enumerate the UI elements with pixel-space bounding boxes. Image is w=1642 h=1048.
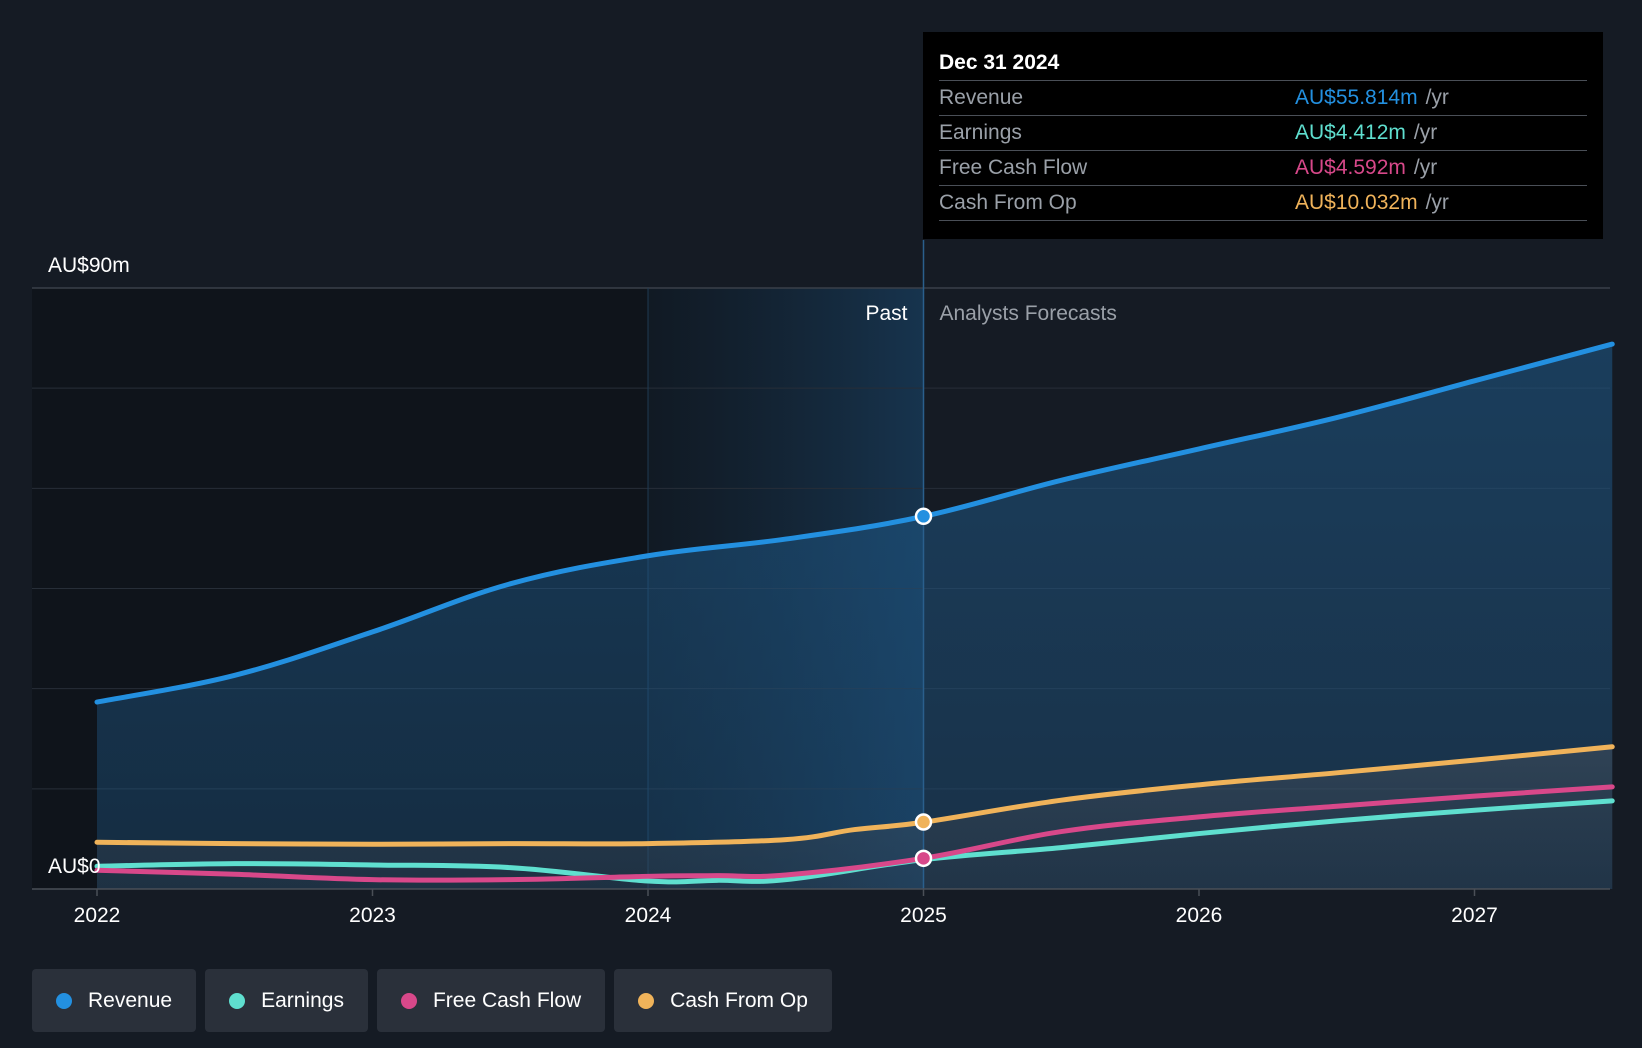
tooltip-label: Cash From Op — [939, 191, 1077, 214]
x-tick-label: 2025 — [900, 904, 947, 927]
revenue-area — [97, 344, 1613, 889]
highlight-points — [914, 507, 933, 868]
tooltip: Dec 31 2024 Revenue AU$55.814m /yr Earni… — [923, 32, 1603, 239]
legend-item-free-cash-flow[interactable]: Free Cash Flow — [376, 969, 606, 1032]
tooltip-row-free-cash-flow: Free Cash Flow AU$4.592m /yr — [939, 150, 1587, 185]
tooltip-date: Dec 31 2024 — [939, 51, 1060, 74]
legend-label: Free Cash Flow — [432, 988, 582, 1012]
tooltip-value: AU$4.412m — [1295, 121, 1406, 144]
legend-dot-icon — [229, 992, 246, 1009]
y-axis-top-label: AU$90m — [48, 254, 130, 277]
tooltip-value: AU$10.032m — [1295, 191, 1418, 214]
revenue-line — [94, 341, 1615, 705]
tooltip-unit: /yr — [1425, 86, 1449, 109]
tooltip-row-cash-from-op: Cash From Op AU$10.032m /yr — [939, 185, 1587, 221]
tooltip-unit: /yr — [1425, 191, 1449, 214]
cash-from-op-line — [94, 744, 1615, 847]
tooltip-label: Free Cash Flow — [939, 156, 1088, 179]
earnings-line — [94, 798, 1615, 885]
free-cash-flow-point — [914, 849, 933, 868]
cash-from-op-point — [914, 813, 933, 831]
legend-dot-icon — [400, 992, 417, 1009]
free-cash-flow-line — [94, 784, 1615, 883]
tooltip-value: AU$55.814m — [1295, 86, 1418, 109]
tooltip-unit: /yr — [1413, 156, 1438, 179]
past-label: Past — [865, 302, 907, 325]
x-axis-ticks: 2022 2023 2024 2025 2026 2027 — [74, 889, 1498, 927]
tooltip-label: Revenue — [939, 86, 1024, 109]
y-axis-bottom-label: AU$0 — [48, 855, 101, 878]
x-tick-label: 2026 — [1176, 904, 1223, 927]
legend-label: Cash From Op — [670, 988, 808, 1012]
legend-dot-icon — [638, 992, 655, 1009]
x-tick-label: 2027 — [1451, 904, 1498, 927]
legend: Revenue Earnings Free Cash Flow Cash Fro… — [32, 969, 832, 1032]
revenue-point — [914, 507, 933, 526]
legend-item-revenue[interactable]: Revenue — [32, 969, 197, 1032]
series-lines — [94, 341, 1615, 885]
x-tick-label: 2023 — [349, 904, 396, 927]
tooltip-value: AU$4.592m — [1295, 156, 1406, 179]
tooltip-row-earnings: Earnings AU$4.412m /yr — [939, 115, 1587, 150]
forecast-label: Analysts Forecasts — [940, 302, 1117, 325]
x-tick-label: 2024 — [625, 904, 672, 927]
legend-label: Revenue — [88, 988, 173, 1012]
tooltip-label: Earnings — [939, 121, 1022, 144]
tooltip-unit: /yr — [1413, 121, 1438, 144]
legend-label: Earnings — [261, 988, 344, 1012]
x-tick-label: 2022 — [74, 904, 121, 927]
tooltip-row-revenue: Revenue AU$55.814m /yr — [939, 80, 1587, 115]
legend-item-earnings[interactable]: Earnings — [205, 969, 368, 1032]
legend-dot-icon — [56, 992, 72, 1009]
legend-item-cash-from-op[interactable]: Cash From Op — [614, 969, 832, 1032]
